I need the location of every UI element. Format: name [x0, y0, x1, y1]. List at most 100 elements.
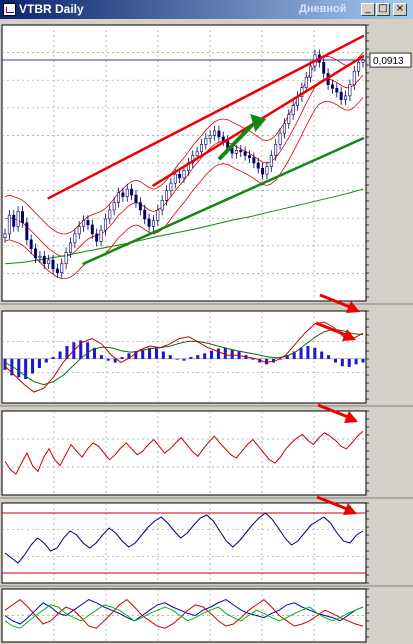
- candle-body: [77, 226, 81, 235]
- green-arrow-shaft: [217, 123, 254, 161]
- candle-body: [51, 259, 55, 270]
- macd-histogram-bar: [148, 347, 152, 359]
- macd-panel: [1, 310, 367, 404]
- candle-body: [156, 209, 160, 221]
- macd-histogram-bar: [175, 358, 179, 360]
- lower-band-line: [4, 97, 364, 280]
- title-bar[interactable]: VTBR Daily Дневной _ □ ×: [0, 0, 413, 19]
- candle-body: [112, 202, 116, 211]
- macd-histogram-bar: [258, 358, 262, 363]
- candle-body: [160, 199, 164, 211]
- window-title: VTBR Daily: [19, 2, 84, 16]
- macd-histogram-bar: [161, 351, 165, 359]
- macd-histogram-bar: [31, 358, 35, 374]
- candle-body: [29, 239, 33, 250]
- macd-histogram-bar: [44, 358, 48, 363]
- red-annotation-arrow-macd-lower-shaft: [315, 321, 347, 337]
- red-annotation-arrow-macd-lower: [315, 321, 356, 341]
- macd-histogram-bar: [51, 357, 55, 359]
- macd-histogram-bar: [354, 358, 358, 365]
- macd-histogram-bar: [361, 358, 365, 363]
- chart-window-icon: [3, 3, 16, 16]
- macd-histogram-bar: [340, 358, 344, 367]
- red-annotation-arrow-oscillator-2-shaft: [316, 495, 348, 511]
- candle-body: [248, 155, 251, 159]
- candle-body: [304, 76, 308, 88]
- red-annotation-arrow-oscillator-2-head: [343, 503, 357, 515]
- candle-body: [256, 162, 260, 169]
- candle-body: [125, 188, 129, 197]
- macd-histogram-bar: [333, 358, 337, 363]
- macd-histogram-bar: [230, 349, 234, 359]
- macd-histogram-bar: [154, 348, 158, 359]
- red-annotation-arrow-oscillator-1-shaft: [317, 403, 349, 419]
- macd-histogram-bar: [306, 345, 310, 359]
- macd-histogram-bar: [134, 351, 138, 359]
- macd-histogram-bar: [216, 348, 220, 359]
- macd-histogram-bar: [99, 355, 103, 359]
- maximize-button[interactable]: □: [376, 3, 390, 16]
- current-price-label: 0,0913: [373, 56, 404, 67]
- macd-histogram-bar: [92, 347, 97, 359]
- candle-body: [173, 173, 177, 184]
- oscillator-2-line: [4, 512, 364, 564]
- candle-body: [3, 233, 7, 238]
- candle-body: [16, 211, 20, 227]
- macd-histogram-bar: [106, 358, 110, 361]
- candle-body: [147, 218, 151, 227]
- macd-line: [4, 321, 364, 393]
- candle-body: [261, 167, 265, 175]
- macd-histogram-bar: [292, 351, 296, 359]
- candle-body: [322, 61, 326, 74]
- macd-histogram-bar: [299, 347, 303, 359]
- candle-body: [361, 59, 365, 63]
- candle-body: [339, 91, 343, 100]
- candle-body: [348, 84, 352, 97]
- candle-body: [130, 188, 134, 196]
- candle-body: [90, 224, 94, 235]
- oscillator-3-line: [4, 599, 364, 625]
- red-annotation-arrow-oscillator-2: [316, 495, 357, 515]
- red-annotation-arrow-oscillator-1: [317, 403, 358, 423]
- candle-body: [309, 65, 313, 78]
- oscillator-2-panel: [1, 502, 367, 584]
- macd-signal-line: [4, 328, 364, 386]
- chart-area[interactable]: 0,0913: [0, 19, 413, 644]
- oscillator-1-line: [4, 430, 364, 475]
- candle-body: [134, 194, 138, 203]
- candle-body: [7, 214, 11, 235]
- red-annotation-arrow-macd-upper-head: [346, 301, 360, 313]
- candle-body: [204, 138, 208, 145]
- candle-body: [117, 192, 120, 203]
- macd-histogram-bar: [10, 358, 14, 376]
- oscillator-3-line: [4, 604, 364, 629]
- macd-histogram-bar: [65, 345, 69, 359]
- close-button[interactable]: ×: [393, 3, 407, 16]
- candle-body: [34, 248, 38, 259]
- candle-body: [64, 252, 68, 265]
- candle-body: [138, 202, 142, 211]
- macd-histogram-bar: [24, 358, 28, 380]
- candle-body: [182, 170, 186, 179]
- candle-body: [86, 220, 90, 226]
- candle-body: [208, 135, 212, 139]
- red-annotation-arrow-oscillator-1-head: [344, 411, 358, 423]
- candle-body: [291, 105, 295, 115]
- minimize-button[interactable]: _: [361, 3, 375, 16]
- candle-body: [217, 130, 221, 138]
- macd-histogram-bar: [189, 357, 193, 359]
- macd-histogram-bar: [37, 358, 41, 369]
- candle-body: [287, 114, 291, 124]
- macd-histogram-bar: [210, 350, 214, 359]
- current-price-label-box: [369, 52, 412, 68]
- macd-histogram-bar: [265, 358, 269, 365]
- macd-histogram-bar: [182, 358, 186, 361]
- macd-histogram-bar: [196, 355, 200, 359]
- candle-body: [143, 209, 147, 220]
- candle-body: [234, 150, 238, 154]
- trend-line: [82, 137, 365, 265]
- candle-body: [47, 259, 51, 265]
- candle-body: [73, 233, 77, 244]
- macd-histogram-bar: [168, 355, 172, 359]
